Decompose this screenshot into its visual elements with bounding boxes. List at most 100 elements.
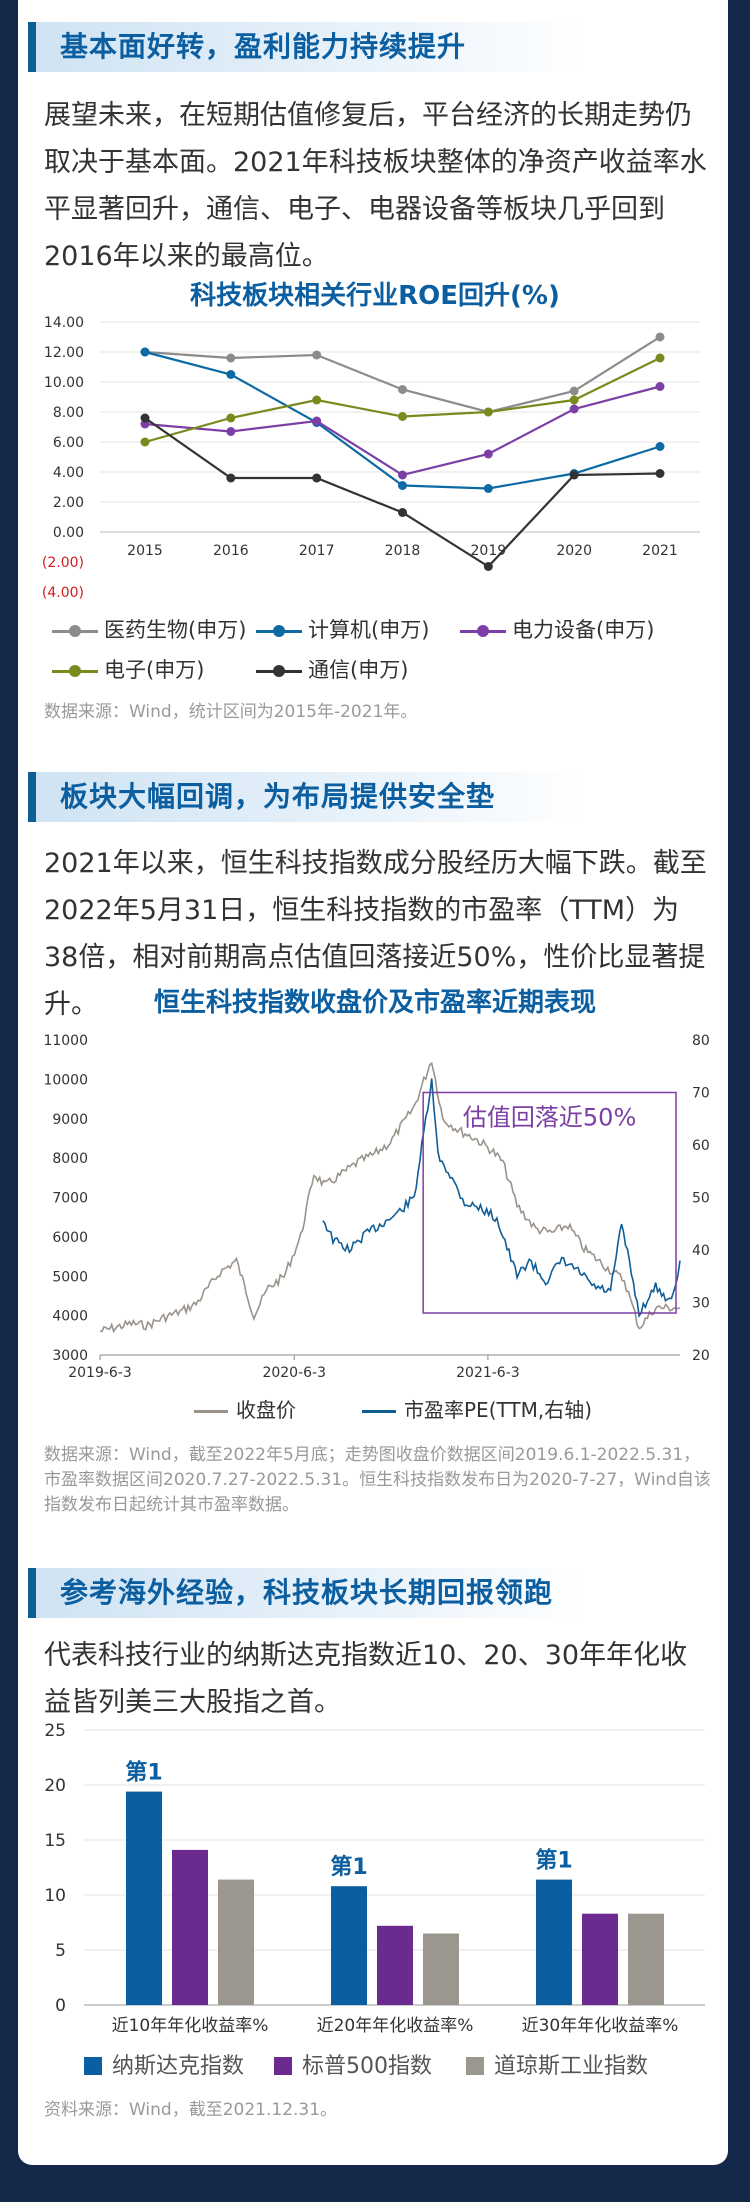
legend-item-telecom: 通信(申万) [256,654,408,684]
legend-line-close [194,1410,228,1413]
y-tick-label: 0.00 [53,525,84,541]
data-point-telecom [655,469,665,478]
legend-line [256,624,302,637]
legend-item-medicine: 医药生物(申万) [52,614,246,644]
data-point-electronics [483,407,493,417]
data-point-power [312,416,322,426]
source-note-returns: 资料来源：Wind，截至2021.12.31。 [44,2100,338,2120]
legend-nasdaq: 纳斯达克指数 [84,2048,244,2080]
x-tick-label: 2016 [213,543,249,559]
data-point-power [483,449,493,459]
data-point-computer [226,370,236,379]
x-tick-label: 2015 [127,543,163,559]
bar-dow [628,1913,664,2005]
bar-nasdaq [536,1879,572,2005]
legend-close-price: 收盘价 [194,1394,296,1423]
data-point-telecom [569,470,579,480]
bar-sp500 [582,1913,618,2005]
data-point-telecom [398,508,407,517]
legend-marker [69,624,81,637]
legend-marker [69,664,81,677]
y-right-tick-label: 80 [692,1033,710,1049]
data-point-medicine [226,353,236,363]
data-point-electronics [312,395,322,405]
legend-line [256,664,302,677]
data-point-power [398,470,407,480]
chart-title-hstech: 恒生科技指数收盘价及市盈率近期表现 [153,988,596,1018]
data-point-telecom [483,562,493,571]
x-tick-label: 2017 [299,543,335,559]
hstech-dual-axis-chart: 3000 4000 5000 6000 7000 8000 9000 10000 11000 20… [43,1033,710,1381]
series-line-pe [322,1078,681,1319]
legend-sp500: 标普500指数 [274,2048,432,2080]
y-left-tick-label: 5000 [52,1269,88,1285]
y-left-tick-label: 8000 [52,1151,88,1167]
section-title: 板块大幅回调，为布局提供安全垫 [60,780,496,813]
y-tick-label: 8.00 [53,405,84,421]
data-point-computer [655,442,665,451]
bar-nasdaq [331,1886,367,2005]
section-paragraph: 2021年以来，恒生科技指数成分股经历大幅下跌。截至2022年5月31日，恒生科… [44,848,707,1020]
y-right-tick-label: 30 [692,1296,710,1312]
section-header-correction: 板块大幅回调，为布局提供安全垫 [28,772,588,822]
y-right-tick-label: 20 [692,1348,710,1364]
legend-marker [477,624,489,637]
y-left-tick-label: 6000 [52,1230,88,1246]
y-tick-label: (2.00) [42,555,84,571]
data-point-medicine [398,385,407,394]
y-right-tick-label: 60 [692,1138,710,1154]
data-point-electronics [655,353,665,363]
bar-nasdaq [126,1791,162,2005]
y-left-tick-label: 11000 [43,1033,88,1049]
y-tick-label: 25 [44,1721,66,1741]
y-right-tick-label: 40 [692,1243,710,1259]
legend-label: 计算机(申万) [308,618,430,642]
data-point-electronics [140,437,150,447]
legend-line [460,624,506,637]
x-tick-label: 2020-6-3 [262,1365,326,1381]
section-title: 参考海外经验，科技板块长期回报领跑 [60,1576,554,1609]
y-left-tick-label: 4000 [52,1309,88,1325]
legend-dow: 道琼斯工业指数 [466,2048,648,2080]
y-left-tick-label: 3000 [52,1348,88,1364]
x-tick-label: 2018 [385,543,421,559]
legend-label: 电力设备(申万) [512,618,655,642]
legend-marker [273,624,285,637]
legend-label: 电子(申万) [104,658,205,682]
legend-label: 通信(申万) [308,658,409,682]
series-line-close-price [99,1061,681,1334]
x-tick-label: 2019-6-3 [68,1365,132,1381]
legend-line [52,624,98,637]
y-tick-label: (4.00) [42,585,84,601]
section-header-fundamentals: 基本面好转，盈利能力持续提升 [28,22,588,72]
section-accent-bar [28,772,36,822]
section-header-overseas: 参考海外经验，科技板块长期回报领跑 [28,1568,588,1618]
data-point-medicine [569,386,579,396]
data-point-electronics [226,413,236,423]
data-point-medicine [655,332,665,342]
rank-label: 第1 [330,1854,367,1880]
legend-pe: 市盈率PE(TTM,右轴) [362,1394,592,1423]
data-point-electronics [398,412,407,421]
x-category-label: 近10年年化收益率% [112,2016,269,2036]
data-point-power [655,382,665,391]
section-accent-bar [28,22,36,72]
y-tick-label: 10.00 [44,375,84,391]
x-category-label: 近30年年化收益率% [522,2016,679,2036]
data-point-medicine [312,350,322,360]
source-note-roe: 数据来源：Wind，统计区间为2015年-2021年。 [44,702,418,722]
bar-dow [218,1879,254,2005]
series-line-medicine [144,336,661,414]
source-note-hstech: 数据来源：Wind，截至2022年5月底；走势图收盘价数据区间2019.6.1-… [44,1445,711,1515]
series-line-power [144,385,661,477]
rank-label: 第1 [535,1848,572,1874]
chart-title-roe: 科技板块相关行业ROE回升(%) [190,281,560,311]
y-left-tick-label: 9000 [52,1112,88,1128]
data-point-telecom [140,413,150,423]
y-tick-label: 14.00 [44,315,84,331]
legend-label: 医药生物(申万) [104,618,247,642]
annualized-return-bar-chart: 0 5 10 15 20 25 第1 近10年年化收益率% 第1 近20年年化收益率% 第1 近30年… [44,1721,705,2036]
rank-label: 第1 [125,1760,162,1786]
section-title: 基本面好转，盈利能力持续提升 [60,30,467,63]
highlight-box [422,1091,677,1314]
